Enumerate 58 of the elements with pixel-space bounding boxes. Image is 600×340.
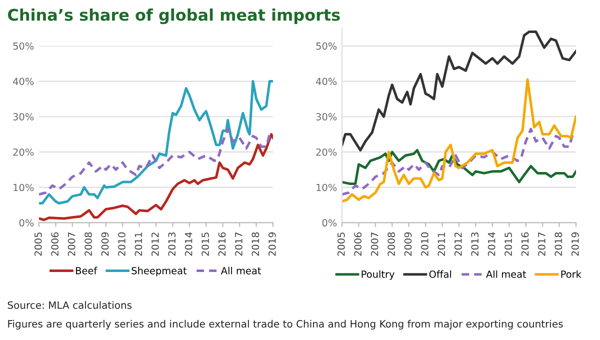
- x-tick-label: 2006: [51, 232, 59, 256]
- y-tick-label: 50%: [13, 42, 34, 50]
- x-tick-label: 2017: [538, 232, 546, 256]
- x-tick-label: 2019: [268, 232, 276, 256]
- source-note: Source: MLA calculations: [8, 301, 132, 309]
- x-tick-label: 2005: [337, 232, 345, 256]
- y-tick-label: 10%: [14, 184, 34, 192]
- y-tick-label: 40%: [316, 78, 337, 86]
- y-tick-label: 0%: [19, 219, 34, 227]
- y-tick-label: 0%: [322, 219, 337, 227]
- chart-title: China’s share of global meat imports: [8, 8, 340, 24]
- x-tick-label: 2018: [252, 232, 260, 256]
- x-tick-label: 2007: [68, 232, 76, 256]
- x-tick-label: 2018: [554, 232, 562, 256]
- x-tick-label: 2008: [84, 232, 92, 256]
- x-tick-label: 2015: [504, 232, 512, 256]
- y-tick-label: 10%: [316, 184, 337, 192]
- x-tick-label: 2014: [488, 232, 496, 256]
- x-tick-label: 2009: [101, 232, 109, 256]
- x-tick-label: 2016: [521, 232, 529, 256]
- line-series: [342, 148, 576, 186]
- legend-label: All meat: [486, 270, 526, 278]
- x-tick-label: 2012: [151, 232, 159, 256]
- line-series: [342, 78, 576, 203]
- y-tick-label: 30%: [316, 113, 337, 120]
- x-tick-label: 2011: [134, 232, 142, 256]
- x-tick-label: 2009: [404, 232, 412, 256]
- legend-label: Sheepmeat: [132, 266, 187, 276]
- x-tick-label: 2006: [354, 232, 362, 256]
- x-tick-label: 2010: [118, 232, 126, 256]
- legend-label: All meat: [220, 266, 262, 274]
- line-series: [39, 80, 273, 204]
- x-tick-label: 2014: [184, 232, 192, 256]
- x-tick-label: 2013: [168, 232, 176, 256]
- x-tick-label: 2010: [421, 232, 428, 256]
- x-tick-label: 2005: [34, 232, 42, 256]
- x-tick-label: 2017: [235, 232, 242, 256]
- x-tick-label: 2016: [218, 232, 226, 256]
- x-tick-label: 2008: [388, 232, 395, 256]
- legend-label: Beef: [76, 266, 98, 274]
- legend-label: Offal: [429, 270, 452, 278]
- text: Figures are quarterly series and include external trade to China and Hong Kong from major exporting countries: [8, 320, 563, 330]
- legend-label: Pork: [561, 270, 582, 278]
- line-series: [342, 30, 576, 152]
- x-tick-label: 2015: [202, 232, 209, 256]
- y-tick-label: 30%: [13, 113, 34, 120]
- line-series: [39, 128, 273, 196]
- y-tick-label: 20%: [316, 148, 337, 156]
- y-tick-label: 50%: [316, 42, 337, 50]
- legend-label: Poultry: [362, 270, 394, 280]
- x-tick-label: 2007: [370, 232, 378, 256]
- x-tick-label: 2013: [471, 232, 479, 256]
- line-series: [342, 128, 576, 196]
- y-tick-label: 40%: [13, 78, 34, 86]
- x-tick-label: 2012: [454, 232, 462, 256]
- x-tick-label: 2019: [571, 232, 579, 256]
- x-tick-label: 2011: [438, 232, 446, 256]
- y-tick-label: 20%: [13, 148, 34, 156]
